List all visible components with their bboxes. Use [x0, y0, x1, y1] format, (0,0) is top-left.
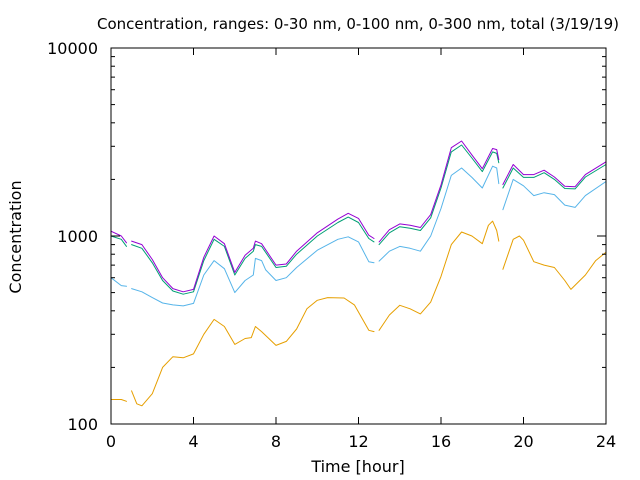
- series-0-line-segment-2: [378, 220, 500, 331]
- x-axis-title: Time [hour]: [310, 457, 404, 476]
- series-3-line-segment-3: [502, 161, 607, 188]
- series-0-line-segment-1: [131, 297, 375, 407]
- x-tick-label: 8: [271, 432, 281, 451]
- x-tick-label: 12: [348, 432, 368, 451]
- y-tick-label: 10000: [47, 39, 98, 58]
- series-2-line-segment-1: [131, 216, 375, 295]
- y-axis-title: Concentration: [6, 180, 25, 293]
- series-3-line-segment-2: [378, 140, 500, 243]
- y-axis: 100 1000 10000: [47, 39, 606, 434]
- series-2-line-segment-0: [110, 235, 127, 247]
- x-tick-label: 0: [106, 432, 116, 451]
- x-tick-label: 4: [188, 432, 198, 451]
- series-0-line-segment-0: [110, 399, 127, 402]
- series-1-line-segment-1: [131, 236, 375, 307]
- x-tick-label: 16: [431, 432, 451, 451]
- plot-frame: [110, 47, 607, 425]
- y-tick-label: 100: [67, 415, 98, 434]
- plot-area: [110, 140, 607, 407]
- x-axis: 0 4 8 12 16 20 24: [106, 48, 616, 451]
- series-1-line-segment-3: [502, 178, 607, 211]
- series-2-line-segment-3: [502, 164, 607, 190]
- x-tick-label: 24: [596, 432, 616, 451]
- x-tick-label: 20: [513, 432, 533, 451]
- series-0-line-segment-3: [502, 235, 607, 290]
- series-3-line-segment-1: [131, 212, 375, 293]
- series-1-line-segment-0: [110, 277, 127, 287]
- series-1-line-segment-2: [378, 165, 500, 262]
- series-2-line-segment-2: [378, 144, 500, 246]
- series-3-line-segment-0: [110, 230, 127, 244]
- y-tick-label: 1000: [57, 227, 98, 246]
- chart-title: Concentration, ranges: 0-30 nm, 0-100 nm…: [97, 15, 619, 33]
